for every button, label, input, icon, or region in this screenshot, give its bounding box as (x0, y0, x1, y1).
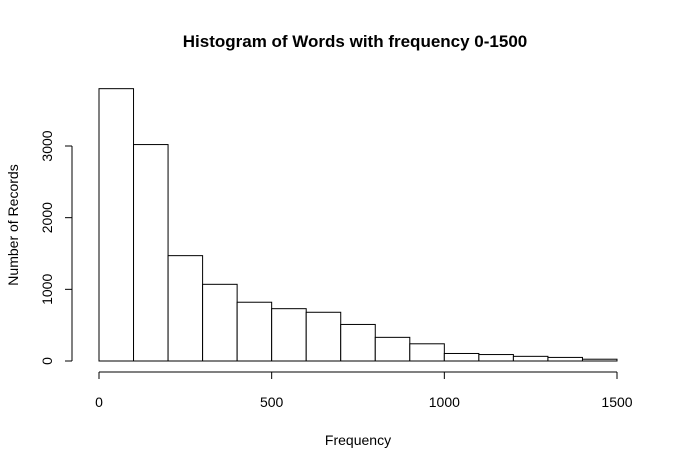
histogram-bar (133, 144, 169, 362)
y-axis: 0 1000 2000 3000 (39, 130, 73, 365)
y-tick-label: 0 (39, 357, 55, 365)
chart-title: Histogram of Words with frequency 0-1500 (183, 32, 527, 51)
y-tick-label: 2000 (39, 202, 55, 233)
x-tick-label: 1500 (601, 394, 632, 410)
histogram-bar (374, 336, 411, 362)
histogram-bar (98, 88, 135, 362)
histogram-bar (202, 283, 238, 362)
histogram-bar (305, 311, 342, 362)
y-tick-label: 3000 (39, 130, 55, 161)
histogram-bar (581, 358, 618, 362)
histogram-bar (512, 355, 549, 362)
bars (98, 88, 618, 362)
histogram-bar (547, 356, 583, 362)
histogram-bar (409, 343, 445, 362)
histogram-bar (443, 352, 480, 362)
histogram-bar (236, 301, 273, 362)
histogram-bar (167, 255, 204, 362)
x-tick-label: 500 (260, 394, 284, 410)
y-tick-label: 1000 (39, 274, 55, 305)
x-axis: 0 500 1000 1500 (95, 371, 633, 410)
y-axis-title: Number of Records (5, 164, 21, 285)
histogram-bar (271, 308, 307, 362)
x-axis-title: Frequency (325, 432, 391, 448)
x-tick-label: 1000 (429, 394, 460, 410)
histogram-bar (478, 354, 514, 362)
x-tick-label: 0 (95, 394, 103, 410)
histogram-bar (340, 323, 376, 362)
